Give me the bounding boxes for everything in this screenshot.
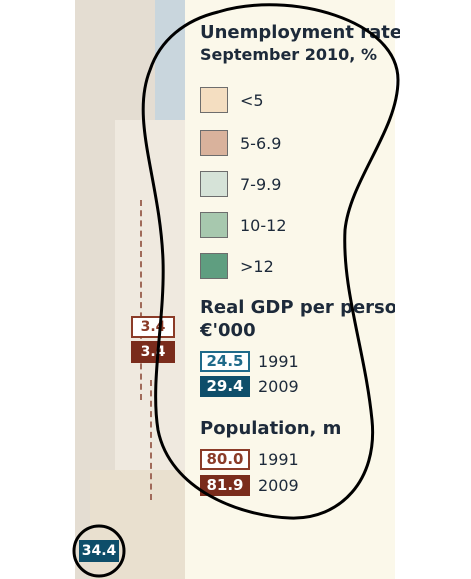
legend-label: <5 bbox=[240, 90, 264, 110]
legend-swatch bbox=[200, 253, 228, 279]
border-line bbox=[140, 200, 142, 400]
gdp-item: 29.4 2009 bbox=[200, 374, 299, 398]
gdp-value-box: 29.4 bbox=[200, 375, 250, 397]
gdp-item: 24.5 1991 bbox=[200, 349, 299, 373]
legend-swatch bbox=[200, 87, 228, 113]
legend-label: >12 bbox=[240, 256, 274, 276]
population-year: 2009 bbox=[258, 475, 299, 495]
population-title: Population, m bbox=[200, 418, 342, 439]
gdp-value-box: 24.5 bbox=[200, 350, 250, 372]
gdp-year: 1991 bbox=[258, 351, 299, 371]
border-line bbox=[150, 380, 152, 500]
map-value-label: 34.4 bbox=[79, 540, 119, 562]
legend-swatch bbox=[200, 130, 228, 156]
legend-label: 10-12 bbox=[240, 215, 287, 235]
legend-item: <5 bbox=[200, 86, 264, 114]
gdp-title: Real GDP per person bbox=[200, 297, 395, 318]
legend-label: 5-6.9 bbox=[240, 133, 282, 153]
gdp-unit: €'000 bbox=[200, 320, 256, 341]
legend-swatch bbox=[200, 171, 228, 197]
unemployment-subtitle: September 2010, % bbox=[200, 45, 377, 64]
land-region bbox=[90, 470, 185, 579]
map-value-label: 3.4 bbox=[131, 316, 175, 338]
map-legend: Unemployment rate September 2010, % <5 5… bbox=[185, 0, 400, 579]
population-value-box: 80.0 bbox=[200, 448, 250, 470]
unemployment-title: Unemployment rate bbox=[200, 22, 400, 43]
population-value-box: 81.9 bbox=[200, 474, 250, 496]
population-item: 81.9 2009 bbox=[200, 473, 299, 497]
gdp-year: 2009 bbox=[258, 376, 299, 396]
legend-item: 10-12 bbox=[200, 211, 287, 239]
legend-item: 7-9.9 bbox=[200, 170, 281, 198]
population-item: 80.0 1991 bbox=[200, 447, 299, 471]
legend-label: 7-9.9 bbox=[240, 174, 282, 194]
legend-item: >12 bbox=[200, 252, 274, 280]
population-year: 1991 bbox=[258, 449, 299, 469]
legend-item: 5-6.9 bbox=[200, 129, 281, 157]
map-value-label: 3.4 bbox=[131, 341, 175, 363]
legend-swatch bbox=[200, 212, 228, 238]
